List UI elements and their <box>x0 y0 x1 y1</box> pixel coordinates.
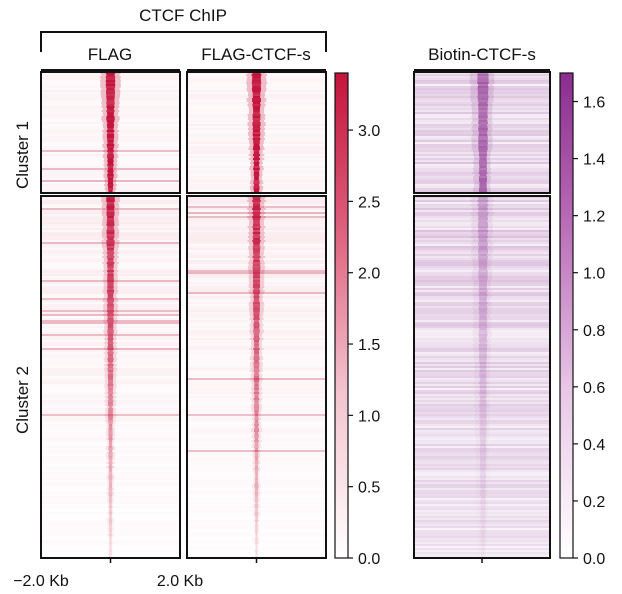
colorbar-tick-label: 1.5 <box>358 337 380 354</box>
x-axis-left-label: −2.0 Kb <box>13 573 69 590</box>
panel-title-biotin-ctcf-s: Biotin-CTCF-s <box>428 45 536 64</box>
colorbar-tick-label: 2.5 <box>358 194 380 211</box>
panel-title-flag: FLAG <box>88 45 132 64</box>
colorbar-tick-label: 0.6 <box>583 380 605 397</box>
panel-title-flag-ctcf-s: FLAG-CTCF-s <box>201 45 311 64</box>
colorbar-tick-label: 1.6 <box>583 95 605 112</box>
colorbar-tick-label: 1.2 <box>583 209 605 226</box>
colorbar-tick-label: 2.0 <box>358 266 380 283</box>
group-bracket <box>40 31 327 52</box>
colorbar-tick-label: 0.4 <box>583 437 605 454</box>
cluster-1-label: Cluster 1 <box>13 121 32 189</box>
colorbar-tick-label: 0.2 <box>583 494 605 511</box>
colorbar-tick-label: 3.0 <box>358 123 380 140</box>
heatmap-panel-flag <box>40 69 181 563</box>
colorbar-red: 0.0 0.5 1.0 1.5 2.0 2.5 3.0 <box>334 72 380 568</box>
heatmap-panel-flag-ctcf-s <box>186 69 327 563</box>
cluster-2-label: Cluster 2 <box>13 366 32 434</box>
colorbar-tick-label: 0.8 <box>583 323 605 340</box>
colorbar-tick-label: 1.0 <box>583 266 605 283</box>
colorbar-tick-label: 0.0 <box>358 551 380 568</box>
colorbar-gradient <box>334 72 349 559</box>
colorbar-gradient <box>559 72 574 559</box>
group-title: CTCF ChIP <box>139 6 227 25</box>
colorbar-tick-label: 0.5 <box>358 480 380 497</box>
x-axis-right-label: 2.0 Kb <box>157 573 203 590</box>
colorbar-tick-label: 1.0 <box>358 408 380 425</box>
colorbar-purple: 0.0 0.2 0.4 0.6 0.8 1.0 1.2 1.4 1.6 <box>559 72 605 568</box>
heatmap-panel-biotin-ctcf-s <box>413 69 551 563</box>
colorbar-tick-label: 0.0 <box>583 551 605 568</box>
colorbar-tick-label: 1.4 <box>583 152 605 169</box>
